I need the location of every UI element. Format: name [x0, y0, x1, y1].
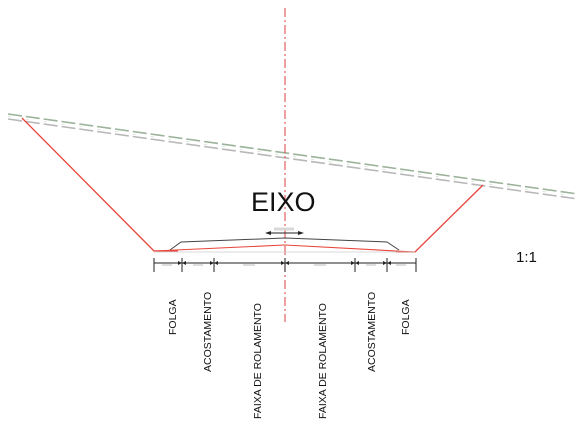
dimension-line	[153, 258, 417, 272]
cut-slopes	[21, 117, 484, 253]
segment-label-acostamento-left: ACOSTAMENTO	[202, 292, 214, 372]
crossfall-arrows	[265, 227, 304, 235]
axis-label: EIXO	[251, 187, 316, 217]
segment-label-folga-right: FOLGA	[400, 299, 412, 335]
segment-label-acostamento-right: ACOSTAMENTO	[366, 292, 378, 372]
segment-label-faixa-rolamento-left: FAIXA DE ROLAMENTO	[252, 303, 264, 419]
segment-label-folga-left: FOLGA	[167, 299, 179, 335]
segment-label-faixa-rolamento-right: FAIXA DE ROLAMENTO	[317, 303, 329, 419]
scale-label: 1:1	[516, 249, 537, 266]
pavement	[153, 237, 416, 253]
